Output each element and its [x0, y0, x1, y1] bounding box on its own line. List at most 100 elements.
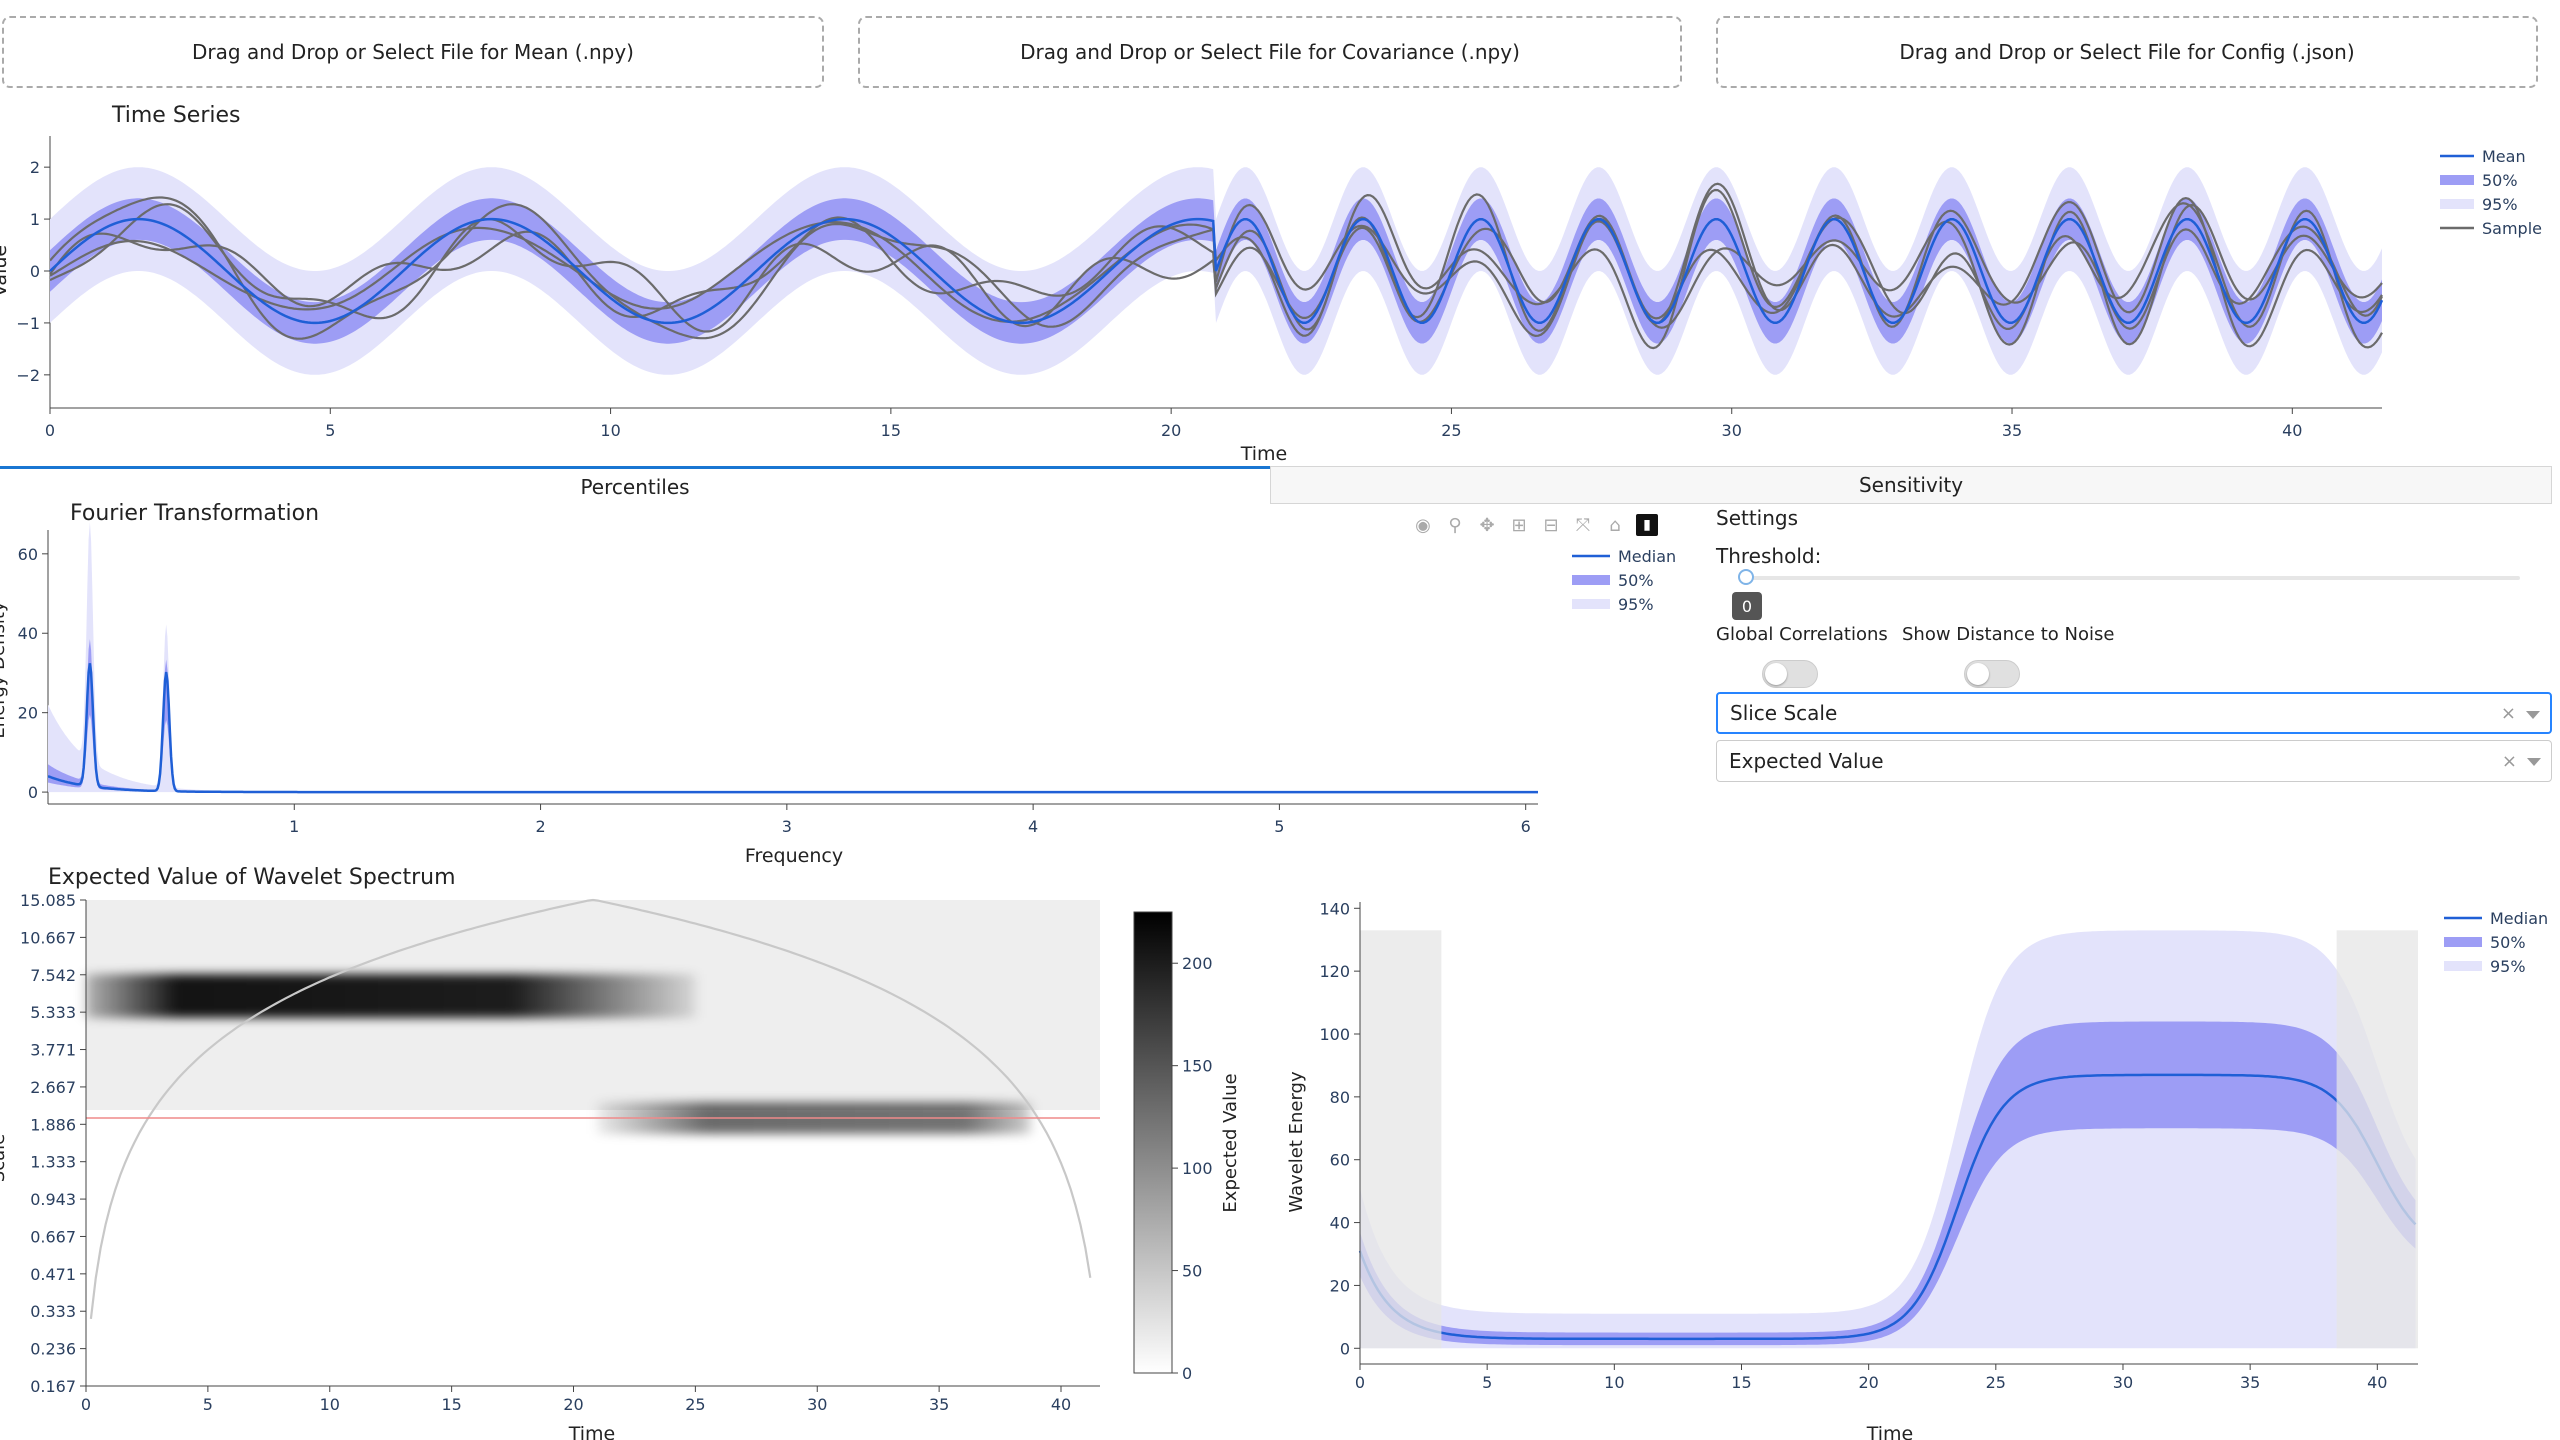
wavelet-heatmap-title: Expected Value of Wavelet Spectrum [48, 865, 456, 890]
global-correlations-knob [1765, 663, 1787, 685]
pan-icon[interactable]: ✥ [1479, 514, 1495, 536]
wavelet-energy-y-tick-label: 60 [1330, 1151, 1350, 1170]
time-series-mean-line [49, 217, 2384, 325]
time-series-legend-label: 95% [2482, 195, 2518, 214]
wavelet-energy-y-tick-label: 20 [1330, 1276, 1350, 1295]
wavelet-energy-legend-label: 95% [2490, 957, 2526, 976]
fourier-median-line [47, 663, 1538, 794]
threshold-slider-track[interactable] [1746, 576, 2520, 580]
wavelet-heatmap-x-tick-label: 0 [81, 1395, 91, 1414]
fourier-x-tick-label: 2 [535, 817, 545, 836]
expected-value-select[interactable]: Expected Value × [1716, 740, 2552, 782]
zoom-out-icon[interactable]: ⊟ [1543, 514, 1559, 536]
wavelet-heatmap-colorbar-tick-label: 200 [1182, 954, 1213, 973]
wavelet-heatmap-y-tick-label: 0.943 [30, 1190, 76, 1209]
wavelet-heatmap-colorbar-tick-label: 0 [1182, 1364, 1192, 1383]
wavelet-energy-y-tick-label: 140 [1319, 899, 1350, 918]
time-series-x-tick-label: 30 [1722, 421, 1742, 440]
zoom-in-icon[interactable]: ⊞ [1511, 514, 1527, 536]
time-series-y-tick-label: 0 [30, 262, 40, 281]
wavelet-energy-x-tick-label: 30 [2113, 1373, 2133, 1392]
wavelet-heatmap-x-tick-label: 15 [441, 1395, 461, 1414]
slice-scale-select[interactable]: Slice Scale × [1716, 692, 2552, 734]
time-series-sample-line [49, 193, 2383, 346]
upload-config-dropzone[interactable]: Drag and Drop or Select File for Config … [1716, 16, 2538, 88]
slice-scale-chevron-down-icon[interactable] [2526, 711, 2540, 719]
fourier-chart[interactable]: Fourier Transformation 1 2 3 4 5 6 60 40 20 0 Frequ… [0, 500, 1700, 872]
wavelet-energy-chart[interactable]: 0 5 10 15 20 25 30 35 40 140 120 100 80 60 40 20 0 Time Wa… [1280, 880, 2560, 1440]
time-series-y-axis-title: Value [0, 245, 11, 297]
wavelet-energy-y-tick-label: 0 [1340, 1339, 1350, 1358]
wavelet-energy-y-axis-title: Wavelet Energy [1286, 1071, 1307, 1213]
wavelet-heatmap-y-tick-label: 5.333 [30, 1003, 76, 1022]
autoscale-icon[interactable]: ⤧ [1575, 514, 1591, 536]
wavelet-heatmap-x-tick-label: 20 [563, 1395, 583, 1414]
zoom-icon[interactable]: ⚲ [1448, 514, 1462, 536]
wavelet-heatmap-y-tick-label: 0.167 [30, 1377, 76, 1396]
fourier-x-axis-title: Frequency [745, 845, 843, 867]
wavelet-heatmap-x-tick-label: 25 [685, 1395, 705, 1414]
expected-value-value: Expected Value [1729, 749, 1884, 773]
wavelet-heatmap-x-tick-label: 40 [1051, 1395, 1071, 1414]
threshold-value: 0 [1741, 596, 1753, 616]
time-series-x-axis-title: Time [1240, 443, 1288, 465]
wavelet-heatmap-x-tick-label: 30 [807, 1395, 827, 1414]
wavelet-energy-edge-shade [1360, 930, 1442, 1349]
wavelet-energy-x-tick-label: 0 [1355, 1373, 1365, 1392]
reset-axes-icon[interactable]: ⌂ [1609, 514, 1621, 536]
slice-scale-clear-icon[interactable]: × [2500, 702, 2516, 724]
wavelet-heatmap-chart[interactable]: Expected Value of Wavelet Spectrum15.085… [0, 858, 1280, 1440]
wavelet-heatmap-y-tick-label: 0.333 [30, 1302, 76, 1321]
fourier-x-tick-label: 3 [782, 817, 792, 836]
fourier-y-tick-label: 0 [28, 783, 38, 802]
wavelet-energy-y-tick-label: 120 [1319, 962, 1350, 981]
wavelet-energy-x-tick-label: 35 [2240, 1373, 2260, 1392]
fourier-y-tick-label: 20 [18, 704, 38, 723]
time-series-legend-label: Sample [2482, 219, 2542, 238]
wavelet-heatmap-y-tick-label: 10.667 [20, 928, 76, 947]
camera-icon[interactable]: ◉ [1415, 514, 1431, 536]
upload-mean-dropzone[interactable]: Drag and Drop or Select File for Mean (.… [2, 16, 824, 88]
show-distance-toggle[interactable] [1964, 660, 2020, 688]
fourier-x-tick-label: 6 [1521, 817, 1531, 836]
wavelet-heatmap-y-tick-label: 1.333 [30, 1153, 76, 1172]
time-series-x-tick-label: 35 [2002, 421, 2022, 440]
wavelet-heatmap-y-axis-title: Scale [0, 1134, 9, 1182]
wavelet-energy-y-tick-label: 100 [1319, 1025, 1350, 1044]
time-series-y-tick-label: −1 [16, 314, 40, 333]
tab-sensitivity[interactable]: Sensitivity [1270, 466, 2552, 504]
threshold-slider-handle[interactable] [1738, 569, 1754, 585]
wavelet-heatmap-x-axis-title: Time [568, 1423, 616, 1440]
time-series-title: Time Series [111, 103, 241, 128]
tab-percentiles[interactable]: Percentiles [0, 466, 1270, 504]
time-series-x-tick-label: 0 [45, 421, 55, 440]
wavelet-heatmap-x-tick-label: 35 [929, 1395, 949, 1414]
fourier-y-tick-label: 60 [18, 545, 38, 564]
tab-bar: Percentiles Sensitivity [0, 466, 2552, 506]
time-series-y-tick-label: 1 [30, 210, 40, 229]
expected-value-chevron-down-icon[interactable] [2527, 758, 2541, 766]
wavelet-heatmap-y-tick-label: 0.236 [30, 1340, 76, 1359]
settings-title: Settings [1716, 506, 1799, 530]
time-series-legend-label: Mean [2482, 147, 2526, 166]
upload-covariance-dropzone[interactable]: Drag and Drop or Select File for Covaria… [858, 16, 1682, 88]
threshold-value-tooltip: 0 [1732, 592, 1762, 620]
wavelet-heatmap-hotspot [86, 973, 696, 1018]
plotly-logo-icon[interactable]: ▮ [1636, 514, 1658, 536]
wavelet-energy-legend-label: Median [2490, 909, 2548, 928]
fourier-legend-label: 50% [1618, 571, 1654, 590]
wavelet-energy-x-tick-label: 25 [1986, 1373, 2006, 1392]
wavelet-energy-x-axis-title: Time [1866, 1423, 1914, 1440]
expected-value-clear-icon[interactable]: × [2501, 750, 2517, 772]
wavelet-heatmap-colorbar-tick-label: 100 [1182, 1159, 1213, 1178]
wavelet-energy-band-95 [1360, 930, 2416, 1349]
wavelet-energy-median-line [1358, 1073, 2417, 1341]
wavelet-energy-x-tick-label: 5 [1482, 1373, 1492, 1392]
wavelet-heatmap-cone-of-influence [89, 898, 1092, 1320]
global-correlations-toggle[interactable] [1762, 660, 1818, 688]
wavelet-energy-y-tick-label: 80 [1330, 1088, 1350, 1107]
wavelet-energy-x-tick-label: 20 [1858, 1373, 1878, 1392]
wavelet-energy-x-tick-label: 40 [2367, 1373, 2387, 1392]
wavelet-heatmap-y-tick-label: 0.471 [30, 1265, 76, 1284]
